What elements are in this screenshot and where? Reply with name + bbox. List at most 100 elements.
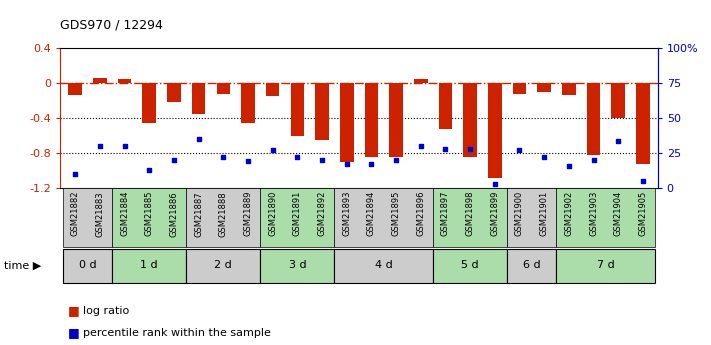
Text: GSM21890: GSM21890 — [268, 191, 277, 236]
Text: time ▶: time ▶ — [4, 261, 41, 270]
Text: 6 d: 6 d — [523, 260, 540, 270]
Bar — [365, 83, 378, 157]
Text: GSM21904: GSM21904 — [614, 191, 623, 236]
Point — [218, 155, 229, 160]
Bar — [93, 78, 107, 83]
Text: GSM21902: GSM21902 — [565, 191, 573, 236]
Point — [563, 163, 574, 168]
Point — [637, 178, 648, 184]
Point — [242, 159, 254, 164]
Bar — [217, 83, 230, 94]
Text: 2 d: 2 d — [215, 260, 232, 270]
Text: GSM21905: GSM21905 — [638, 191, 648, 236]
Bar — [390, 83, 403, 157]
Text: GSM21888: GSM21888 — [219, 191, 228, 237]
Point — [588, 157, 599, 163]
Bar — [266, 83, 279, 96]
Bar — [587, 83, 600, 155]
FancyBboxPatch shape — [334, 248, 433, 283]
Bar — [192, 83, 205, 114]
Text: 3 d: 3 d — [289, 260, 306, 270]
Text: GSM21894: GSM21894 — [367, 191, 376, 236]
Point — [267, 148, 279, 153]
Point — [292, 155, 303, 160]
Text: GSM21892: GSM21892 — [318, 191, 326, 236]
FancyBboxPatch shape — [507, 248, 557, 283]
FancyBboxPatch shape — [557, 248, 656, 283]
FancyBboxPatch shape — [112, 248, 186, 283]
Bar — [241, 83, 255, 122]
Point — [390, 157, 402, 163]
FancyBboxPatch shape — [63, 188, 112, 247]
FancyBboxPatch shape — [260, 248, 334, 283]
Text: GSM21897: GSM21897 — [441, 191, 450, 236]
Bar — [488, 83, 501, 178]
Point — [119, 144, 130, 149]
Text: 1 d: 1 d — [141, 260, 158, 270]
Bar — [439, 83, 452, 129]
FancyBboxPatch shape — [334, 188, 433, 247]
Point — [612, 138, 624, 143]
Text: GDS970 / 12294: GDS970 / 12294 — [60, 18, 164, 31]
Text: GSM21883: GSM21883 — [95, 191, 105, 237]
Text: GSM21891: GSM21891 — [293, 191, 302, 236]
FancyBboxPatch shape — [63, 248, 112, 283]
Point — [365, 161, 377, 167]
Text: percentile rank within the sample: percentile rank within the sample — [83, 328, 271, 338]
Text: GSM21887: GSM21887 — [194, 191, 203, 237]
Bar — [513, 83, 526, 94]
Text: GSM21893: GSM21893 — [342, 191, 351, 236]
FancyBboxPatch shape — [433, 188, 507, 247]
Text: log ratio: log ratio — [83, 306, 129, 315]
Text: GSM21898: GSM21898 — [466, 191, 475, 236]
Text: GSM21884: GSM21884 — [120, 191, 129, 236]
Point — [489, 181, 501, 187]
Text: 7 d: 7 d — [597, 260, 615, 270]
Point — [193, 136, 204, 142]
Text: GSM21901: GSM21901 — [540, 191, 549, 236]
FancyBboxPatch shape — [557, 188, 656, 247]
Text: GSM21886: GSM21886 — [169, 191, 178, 237]
Bar — [291, 83, 304, 136]
Text: GSM21889: GSM21889 — [243, 191, 252, 236]
Point — [95, 144, 106, 149]
Bar — [562, 83, 576, 95]
FancyBboxPatch shape — [186, 188, 260, 247]
Text: GSM21885: GSM21885 — [145, 191, 154, 236]
Text: GSM21899: GSM21899 — [491, 191, 499, 236]
Point — [169, 157, 180, 163]
Text: ■: ■ — [68, 326, 80, 339]
FancyBboxPatch shape — [507, 188, 557, 247]
Point — [415, 144, 427, 149]
Text: 4 d: 4 d — [375, 260, 392, 270]
Bar — [414, 79, 427, 83]
Text: GSM21900: GSM21900 — [515, 191, 524, 236]
Point — [70, 171, 81, 177]
Bar — [142, 83, 156, 122]
Bar — [118, 79, 132, 83]
Point — [144, 167, 155, 172]
Bar — [636, 83, 650, 164]
Point — [316, 157, 328, 163]
Point — [439, 146, 451, 152]
Text: 0 d: 0 d — [79, 260, 97, 270]
Text: GSM21895: GSM21895 — [392, 191, 400, 236]
Bar — [464, 83, 477, 157]
Text: 5 d: 5 d — [461, 260, 479, 270]
Point — [341, 161, 353, 167]
Bar — [611, 83, 625, 118]
Text: ■: ■ — [68, 304, 80, 317]
Point — [464, 146, 476, 152]
FancyBboxPatch shape — [186, 248, 260, 283]
FancyBboxPatch shape — [112, 188, 186, 247]
Text: GSM21882: GSM21882 — [70, 191, 80, 236]
FancyBboxPatch shape — [433, 248, 507, 283]
Point — [538, 155, 550, 160]
Text: GSM21896: GSM21896 — [416, 191, 425, 236]
Bar — [538, 83, 551, 92]
Text: GSM21903: GSM21903 — [589, 191, 598, 236]
Bar — [340, 83, 353, 162]
Bar — [315, 83, 328, 140]
FancyBboxPatch shape — [260, 188, 334, 247]
Bar — [68, 83, 82, 95]
